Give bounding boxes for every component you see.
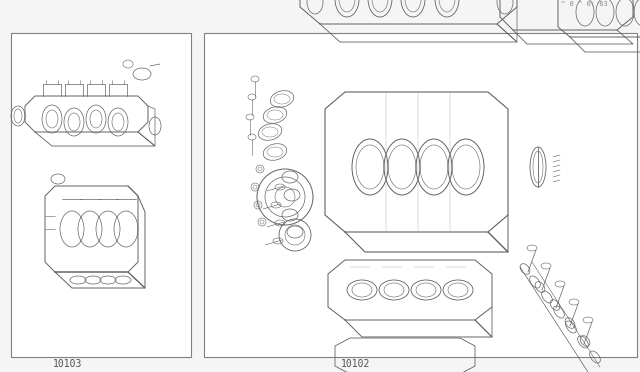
- Text: ^ 0 ^ 0: 63: ^ 0 ^ 0: 63: [561, 1, 608, 7]
- Bar: [204, 33, 637, 357]
- Bar: [11, 33, 191, 357]
- Text: 10102: 10102: [340, 359, 370, 369]
- Text: 10103: 10103: [52, 359, 82, 369]
